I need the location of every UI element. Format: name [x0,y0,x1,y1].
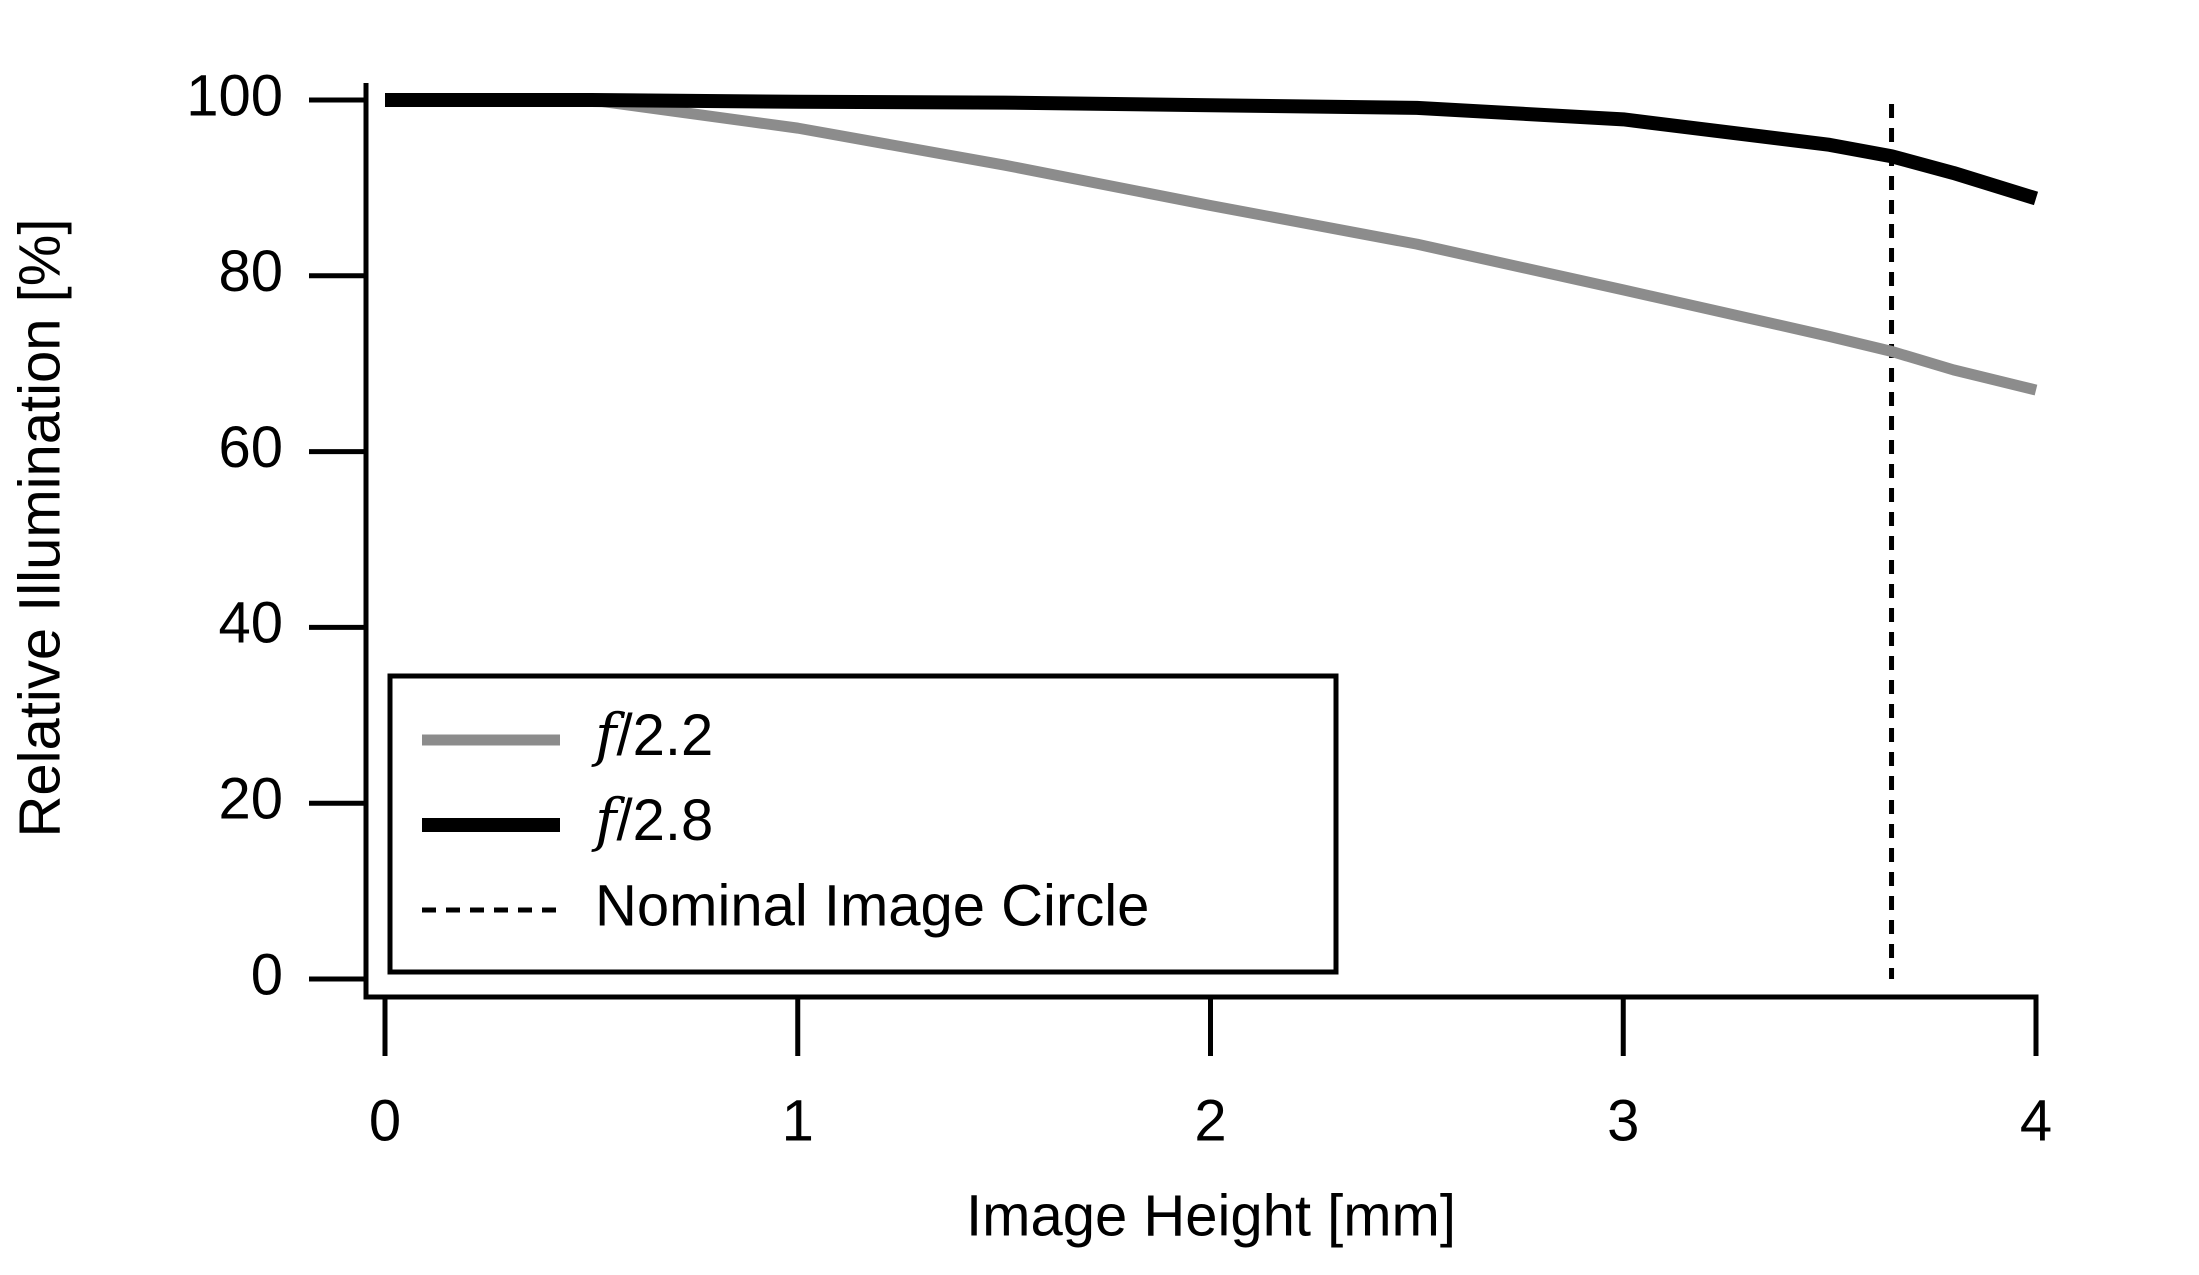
x-axis-title: Image Height [mm] [966,1183,1456,1248]
legend-label: Nominal Image Circle [595,873,1149,938]
legend-label: f/2.8 [591,786,713,854]
y-tick-label: 100 [186,63,283,128]
y-tick-label: 20 [218,767,283,832]
x-tick-label: 3 [1607,1088,1639,1153]
y-tick-label: 40 [218,591,283,656]
y-axis-title: Relative Illumination [%] [7,219,72,838]
y-tick-label: 60 [218,415,283,480]
y-tick-label: 0 [251,942,283,1007]
series-line [385,94,2038,396]
legend-label-part: /2.8 [616,788,713,853]
legend-label: f/2.2 [591,701,713,769]
x-tick-label: 4 [2020,1088,2052,1153]
x-tick-label: 0 [369,1088,401,1153]
series-line [385,93,2039,206]
x-tick-label: 2 [1194,1088,1226,1153]
x-tick-label: 1 [782,1088,814,1153]
legend-label-part: /2.2 [616,703,713,768]
y-tick-label: 80 [218,239,283,304]
